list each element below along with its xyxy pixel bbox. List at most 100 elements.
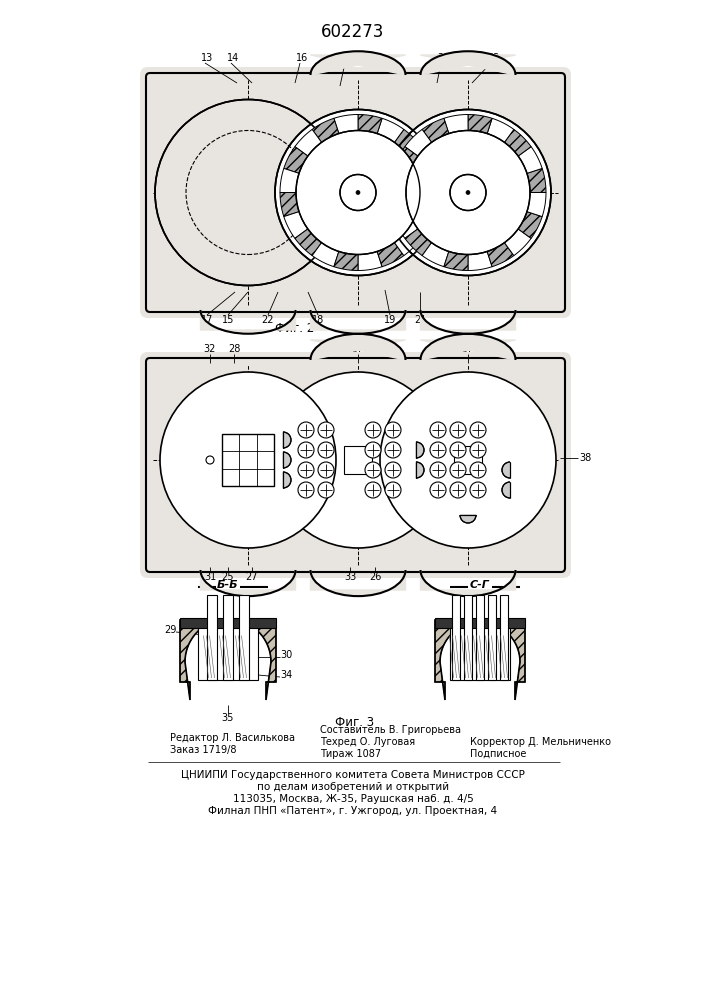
Polygon shape xyxy=(310,310,406,334)
Bar xyxy=(488,595,496,680)
Bar xyxy=(464,595,472,680)
Circle shape xyxy=(365,442,381,458)
Text: 21: 21 xyxy=(414,315,426,325)
Polygon shape xyxy=(416,442,424,458)
FancyBboxPatch shape xyxy=(146,73,565,312)
Polygon shape xyxy=(518,212,542,238)
Circle shape xyxy=(340,174,376,211)
Polygon shape xyxy=(421,310,515,334)
Circle shape xyxy=(356,190,360,194)
Circle shape xyxy=(450,482,466,498)
Text: 38: 38 xyxy=(579,453,591,463)
Bar xyxy=(476,595,484,680)
Circle shape xyxy=(365,482,381,498)
Text: 113035, Москва, Ж-35, Раушская наб. д. 4/5: 113035, Москва, Ж-35, Раушская наб. д. 4… xyxy=(233,794,474,804)
Polygon shape xyxy=(405,229,431,256)
Circle shape xyxy=(275,109,441,275)
Text: Тираж 1087: Тираж 1087 xyxy=(320,749,381,759)
Text: 23: 23 xyxy=(487,53,499,63)
Text: 28: 28 xyxy=(228,344,240,354)
Polygon shape xyxy=(405,129,431,156)
Bar xyxy=(223,595,233,680)
Polygon shape xyxy=(280,168,299,192)
Text: Заказ 1719/8: Заказ 1719/8 xyxy=(170,745,237,755)
Bar xyxy=(207,595,217,680)
Text: 24: 24 xyxy=(437,53,449,63)
Circle shape xyxy=(365,422,381,438)
Text: 15: 15 xyxy=(222,315,234,325)
Text: Фиг. 2: Фиг. 2 xyxy=(275,322,315,336)
Polygon shape xyxy=(377,118,404,142)
Polygon shape xyxy=(295,229,322,256)
Circle shape xyxy=(406,130,530,254)
Text: 32: 32 xyxy=(204,344,216,354)
Text: 19: 19 xyxy=(384,315,396,325)
Polygon shape xyxy=(417,168,436,192)
Polygon shape xyxy=(395,229,421,256)
Polygon shape xyxy=(310,570,406,596)
Polygon shape xyxy=(310,51,406,75)
Circle shape xyxy=(298,482,314,498)
Polygon shape xyxy=(280,192,299,217)
Text: ЦНИИПИ Государственного комитета Совета Министров СССР: ЦНИИПИ Государственного комитета Совета … xyxy=(181,770,525,780)
Circle shape xyxy=(270,372,446,548)
Polygon shape xyxy=(284,147,308,173)
Circle shape xyxy=(298,462,314,478)
Bar xyxy=(180,618,276,628)
Polygon shape xyxy=(527,192,546,217)
Text: 25: 25 xyxy=(222,572,234,582)
Circle shape xyxy=(385,482,401,498)
Text: Техред О. Луговая: Техред О. Луговая xyxy=(320,737,415,747)
FancyBboxPatch shape xyxy=(140,352,571,578)
Polygon shape xyxy=(487,118,514,142)
Text: 20: 20 xyxy=(341,53,354,63)
Polygon shape xyxy=(408,212,432,238)
Text: 35: 35 xyxy=(222,713,234,723)
Text: Филнал ПНП «Патент», г. Ужгород, ул. Проектная, 4: Филнал ПНП «Патент», г. Ужгород, ул. Про… xyxy=(209,806,498,816)
Polygon shape xyxy=(395,129,421,156)
Circle shape xyxy=(155,100,341,286)
Circle shape xyxy=(466,190,470,194)
Circle shape xyxy=(450,422,466,438)
Circle shape xyxy=(318,482,334,498)
Text: Б-Б: Б-Б xyxy=(217,580,239,590)
Text: 26: 26 xyxy=(369,572,381,582)
Bar xyxy=(500,595,508,680)
Polygon shape xyxy=(394,147,418,173)
Polygon shape xyxy=(283,472,291,488)
Text: 17: 17 xyxy=(201,315,214,325)
Circle shape xyxy=(160,372,336,548)
Circle shape xyxy=(385,462,401,478)
Polygon shape xyxy=(334,251,358,270)
Polygon shape xyxy=(201,310,296,334)
Circle shape xyxy=(298,442,314,458)
Text: по делам изобретений и открытий: по делам изобретений и открытий xyxy=(257,782,449,792)
Polygon shape xyxy=(283,432,291,448)
Circle shape xyxy=(365,462,381,478)
Polygon shape xyxy=(394,212,418,238)
Polygon shape xyxy=(390,192,409,217)
Polygon shape xyxy=(444,251,468,270)
Text: 27: 27 xyxy=(246,572,258,582)
FancyBboxPatch shape xyxy=(146,358,565,572)
Polygon shape xyxy=(417,192,436,217)
Text: Составитель В. Григорьева: Составитель В. Григорьева xyxy=(320,725,461,735)
Circle shape xyxy=(318,422,334,438)
Circle shape xyxy=(385,442,401,458)
Text: Редактор Л. Василькова: Редактор Л. Василькова xyxy=(170,733,295,743)
Circle shape xyxy=(470,462,486,478)
Polygon shape xyxy=(283,452,291,468)
Text: 30: 30 xyxy=(280,650,292,660)
Circle shape xyxy=(450,174,486,211)
Polygon shape xyxy=(504,129,531,156)
Text: 13: 13 xyxy=(201,53,213,63)
Bar xyxy=(222,434,274,486)
Polygon shape xyxy=(444,114,468,134)
Polygon shape xyxy=(284,212,308,238)
Polygon shape xyxy=(358,251,382,270)
Circle shape xyxy=(470,422,486,438)
Polygon shape xyxy=(435,620,525,700)
Polygon shape xyxy=(502,482,510,498)
Polygon shape xyxy=(421,51,515,75)
Text: 37: 37 xyxy=(462,344,474,354)
